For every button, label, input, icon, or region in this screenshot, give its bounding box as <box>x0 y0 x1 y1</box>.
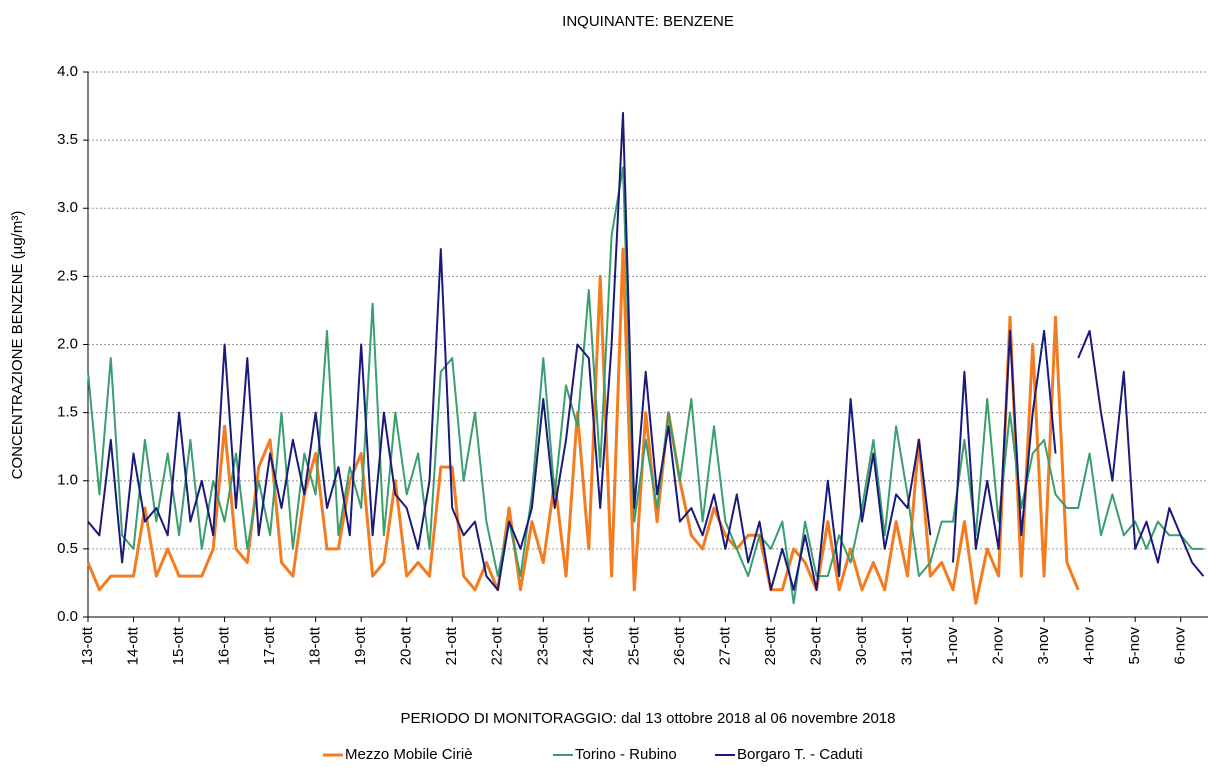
x-axis-label: PERIODO DI MONITORAGGIO: dal 13 ottobre … <box>401 710 896 727</box>
x-tick-label: 22-ott <box>489 626 506 665</box>
x-tick-label: 20-ott <box>398 626 415 665</box>
x-tick-label: 16-ott <box>216 626 233 665</box>
x-tick-label: 1-nov <box>944 627 961 665</box>
x-tick-label: 3-nov <box>1035 627 1052 665</box>
y-tick-label: 3.5 <box>57 131 78 148</box>
x-tick-label: 27-ott <box>716 626 733 665</box>
series-line <box>87 111 1205 591</box>
y-tick-label: 2.0 <box>57 335 78 352</box>
y-tick-label: 0.0 <box>57 608 78 625</box>
x-tick-label: 13-ott <box>79 626 96 665</box>
y-tick-label: 1.0 <box>57 472 78 489</box>
legend-label: Torino - Rubino <box>575 746 677 763</box>
x-tick-label: 30-ott <box>853 626 870 665</box>
x-tick-label: 14-ott <box>124 626 141 665</box>
x-tick-label: 19-ott <box>352 626 369 665</box>
x-tick-label: 23-ott <box>534 626 551 665</box>
y-tick-label: 1.5 <box>57 404 78 421</box>
y-tick-label: 2.5 <box>57 267 78 284</box>
y-tick-label: 4.0 <box>57 63 78 80</box>
y-axis-label: CONCENTRAZIONE BENZENE (µg/m³) <box>9 211 26 480</box>
legend-label: Borgaro T. - Caduti <box>737 746 863 763</box>
x-tick-label: 25-ott <box>625 626 642 665</box>
legend-label: Mezzo Mobile Ciriè <box>345 746 473 763</box>
y-tick-label: 3.0 <box>57 199 78 216</box>
x-tick-label: 6-nov <box>1172 627 1189 665</box>
x-tick-label: 18-ott <box>307 626 324 665</box>
y-tick-label: 0.5 <box>57 540 78 557</box>
x-tick-label: 26-ott <box>671 626 688 665</box>
x-tick-label: 17-ott <box>261 626 278 665</box>
x-tick-label: 28-ott <box>762 626 779 665</box>
chart-title: INQUINANTE: BENZENE <box>562 13 734 30</box>
x-tick-label: 5-nov <box>1126 627 1143 665</box>
x-tick-label: 21-ott <box>443 626 460 665</box>
x-tick-label: 4-nov <box>1081 627 1098 665</box>
x-tick-label: 31-ott <box>898 626 915 665</box>
x-tick-label: 15-ott <box>170 626 187 665</box>
series-line <box>86 247 1080 605</box>
x-tick-label: 29-ott <box>807 626 824 665</box>
x-tick-label: 2-nov <box>990 627 1007 665</box>
x-tick-label: 24-ott <box>580 626 597 665</box>
